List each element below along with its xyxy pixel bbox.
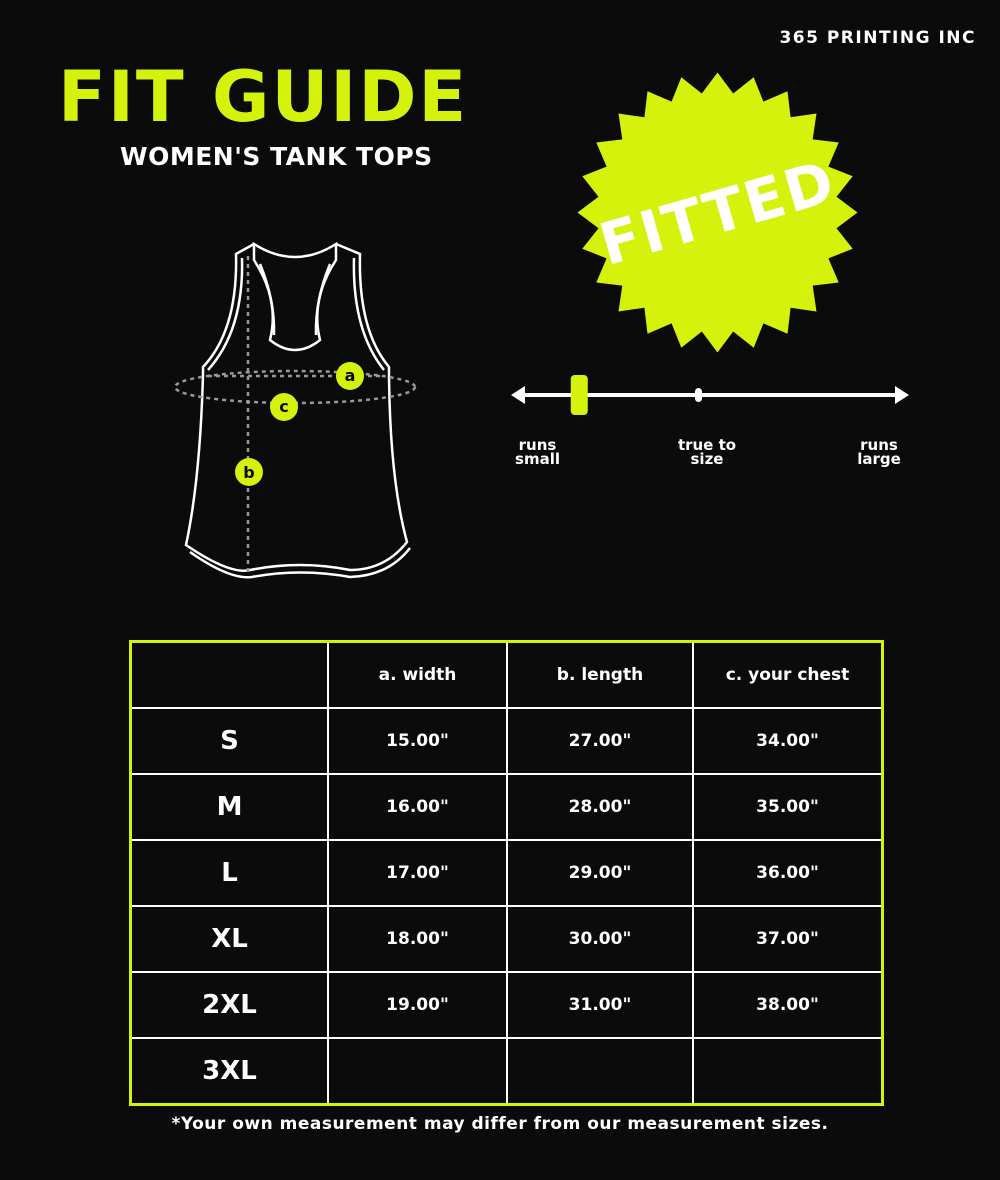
cell-chest	[692, 1037, 884, 1106]
page-title: FIT GUIDE	[58, 56, 469, 138]
true-to-size-tick	[695, 388, 702, 402]
cell-width: 17.00"	[327, 839, 508, 907]
cell-chest: 35.00"	[692, 773, 884, 841]
cell-size: XL	[129, 905, 329, 973]
company-name: 365 PRINTING INC	[779, 28, 976, 48]
table-row: 3XL	[129, 1037, 884, 1106]
disclaimer-note: *Your own measurement may differ from ou…	[171, 1114, 829, 1134]
table-row: L 17.00" 29.00" 36.00"	[129, 839, 884, 907]
table-row: XL 18.00" 30.00" 37.00"	[129, 905, 884, 973]
scale-label-true: true to size	[677, 436, 737, 468]
starburst-badge	[577, 72, 858, 353]
cell-length: 29.00"	[506, 839, 694, 907]
header-cell: b. length	[506, 640, 694, 709]
cell-width	[327, 1037, 508, 1106]
size-chart-table: a. width b. length c. your chest S 15.00"…	[129, 640, 884, 1106]
label-b: b	[243, 463, 254, 482]
scale-label-small: runs small	[515, 436, 560, 468]
arrow-right-icon	[895, 386, 909, 404]
cell-length: 28.00"	[506, 773, 694, 841]
table-row: S 15.00" 27.00" 34.00"	[129, 707, 884, 775]
cell-size: 2XL	[129, 971, 329, 1039]
cell-chest: 34.00"	[692, 707, 884, 775]
tank-top-diagram: a c b	[173, 241, 417, 579]
label-b-marker	[235, 458, 263, 486]
cell-width: 19.00"	[327, 971, 508, 1039]
label-a-marker	[336, 362, 364, 390]
table-header-row: a. width b. length c. your chest	[129, 640, 884, 709]
header-cell: a. width	[327, 640, 508, 709]
header-cell	[129, 640, 329, 709]
page-subtitle: WOMEN'S TANK TOPS	[120, 142, 433, 171]
cell-chest: 36.00"	[692, 839, 884, 907]
cell-size: 3XL	[129, 1037, 329, 1106]
cell-length: 30.00"	[506, 905, 694, 973]
fit-scale	[511, 375, 909, 415]
cell-length	[506, 1037, 694, 1106]
scale-label-large: runs large	[857, 436, 901, 468]
label-c: c	[279, 397, 288, 416]
arrow-left-icon	[511, 386, 525, 404]
label-a: a	[345, 366, 356, 385]
cell-size: L	[129, 839, 329, 907]
cell-chest: 38.00"	[692, 971, 884, 1039]
cell-size: S	[129, 707, 329, 775]
cell-length: 27.00"	[506, 707, 694, 775]
table-row: M 16.00" 28.00" 35.00"	[129, 773, 884, 841]
label-c-marker	[270, 393, 298, 421]
table-row: 2XL 19.00" 31.00" 38.00"	[129, 971, 884, 1039]
cell-chest: 37.00"	[692, 905, 884, 973]
fit-marker	[570, 375, 588, 415]
cell-width: 16.00"	[327, 773, 508, 841]
cell-width: 18.00"	[327, 905, 508, 973]
header-cell: c. your chest	[692, 640, 884, 709]
cell-width: 15.00"	[327, 707, 508, 775]
cell-size: M	[129, 773, 329, 841]
cell-length: 31.00"	[506, 971, 694, 1039]
